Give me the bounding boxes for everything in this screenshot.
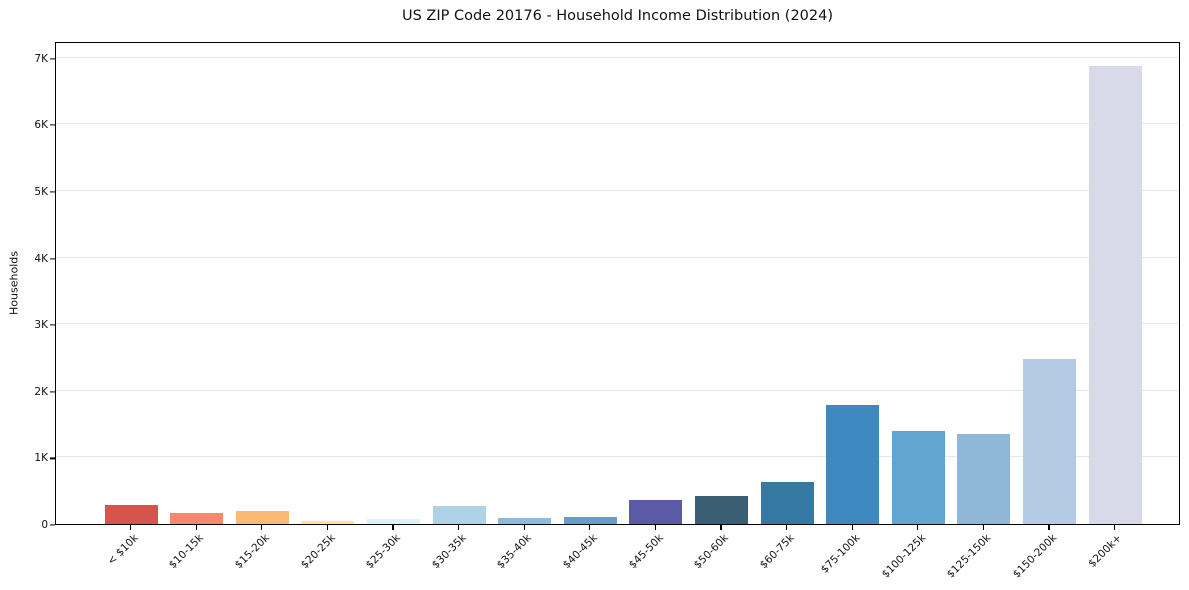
x-tick-mark (654, 525, 656, 530)
x-tick-mark (589, 525, 591, 530)
bar-100-125k (891, 430, 945, 524)
chart-title: US ZIP Code 20176 - Household Income Dis… (401, 8, 834, 24)
gridline-4K (56, 256, 1179, 258)
y-axis-label: Households (7, 251, 21, 315)
y-tick-label: 3K (34, 319, 48, 332)
x-tick-mark (851, 525, 853, 530)
y-tick-label: 5K (34, 185, 48, 198)
x-tick-label: $30-35k (429, 532, 469, 572)
x-tick-mark (720, 525, 722, 530)
x-tick-label: $25-30k (363, 532, 403, 572)
bar-75-100k (826, 405, 880, 524)
y-tick-mark (50, 257, 55, 260)
y-tick-label: 0 (41, 519, 48, 531)
y-tick-label: 1K (34, 452, 48, 465)
x-tick-label: $45-50k (626, 532, 666, 572)
bar-125-150k (957, 434, 1011, 524)
x-tick-label: $200k+ (1086, 532, 1125, 570)
x-tick-mark (523, 525, 525, 530)
x-tick-label: $50-60k (691, 532, 731, 572)
x-tick-mark (1114, 525, 1116, 530)
x-tick-label: $125-150k (944, 532, 994, 581)
plot-area (55, 42, 1180, 525)
gridline-2K (56, 389, 1179, 391)
x-tick-label: $150-200k (1010, 532, 1059, 581)
bar-30-35k (432, 506, 486, 524)
bar-150-200k (1022, 358, 1076, 524)
y-tick-mark (50, 124, 55, 126)
bar-25-30k (366, 519, 420, 524)
bar-40-45k (563, 516, 617, 524)
bar-20-25k (301, 520, 355, 524)
y-tick-mark (50, 191, 55, 193)
y-tick-label: 4K (34, 252, 48, 265)
y-tick-label: 6K (34, 119, 48, 132)
x-tick-label: $75-100k (818, 532, 863, 576)
bar-10-15k (170, 512, 224, 524)
x-tick-mark (917, 525, 919, 530)
x-tick-label: < $10k (104, 532, 141, 568)
y-tick-label: 2K (34, 385, 48, 398)
y-tick-mark (50, 457, 55, 459)
bar-60-75k (760, 482, 814, 524)
gridline-7K (56, 56, 1179, 58)
gridline-1K (56, 456, 1179, 458)
x-tick-mark (326, 525, 328, 530)
x-tick-mark (195, 525, 197, 530)
gridline-3K (56, 323, 1179, 325)
x-tick-mark (982, 525, 984, 530)
y-tick-mark (50, 58, 55, 60)
gridline-6K (56, 123, 1179, 125)
x-tick-mark (458, 525, 460, 530)
y-tick-mark (50, 324, 55, 326)
x-tick-mark (392, 525, 394, 530)
x-tick-mark (786, 525, 788, 530)
y-tick-label: 7K (34, 52, 48, 65)
y-tick-mark (50, 391, 55, 393)
x-tick-label: $20-25k (298, 532, 338, 572)
bar-10k (104, 504, 158, 524)
x-tick-label: $100-125k (879, 532, 928, 581)
bar-45-50k (629, 499, 683, 524)
x-tick-mark (1048, 525, 1050, 530)
x-tick-label: $15-20k (232, 532, 272, 572)
x-tick-label: $35-40k (494, 532, 535, 572)
x-tick-mark (261, 525, 263, 530)
bar-15-20k (235, 511, 289, 524)
gridline-5K (56, 189, 1179, 191)
x-tick-label: $60-75k (757, 532, 797, 572)
x-tick-label: $10-15k (166, 532, 207, 572)
bar-200k (1088, 66, 1142, 524)
bar-50-60k (694, 496, 748, 524)
bar-35-40k (498, 517, 552, 524)
x-tick-label: $40-45k (560, 532, 600, 572)
x-tick-mark (130, 525, 132, 530)
y-tick-mark (50, 524, 55, 526)
